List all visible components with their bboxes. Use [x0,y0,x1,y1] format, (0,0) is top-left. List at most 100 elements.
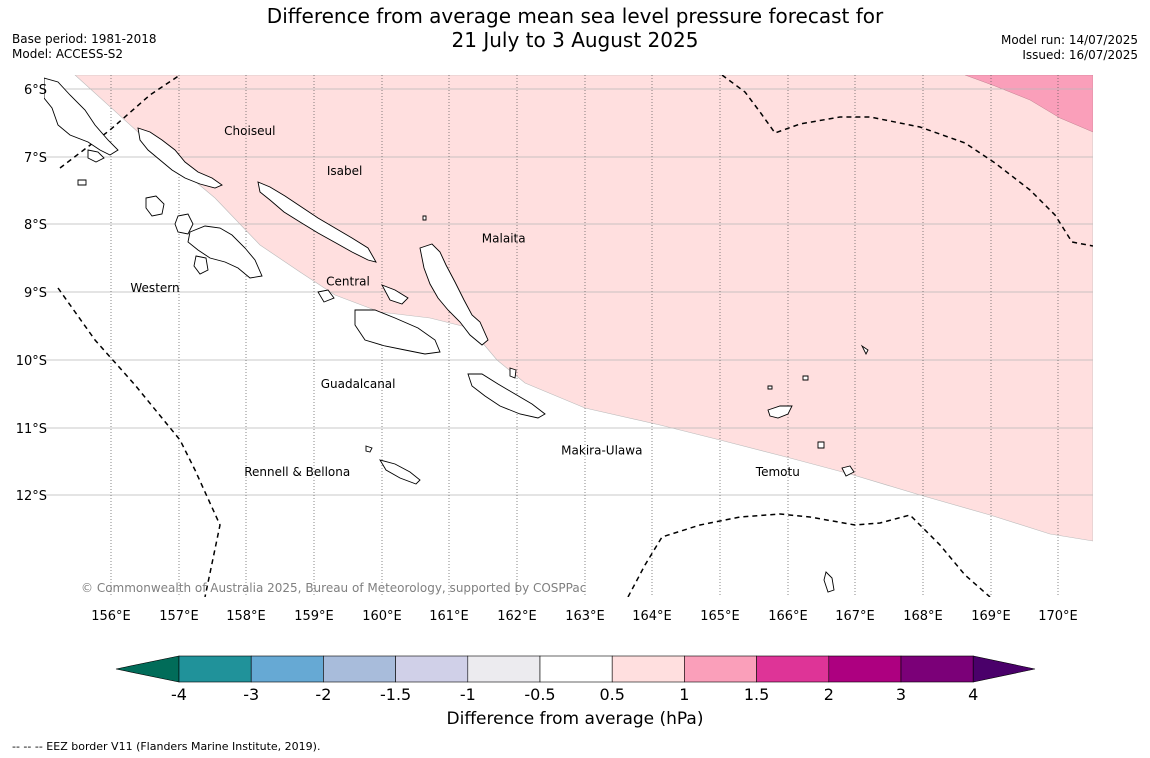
colorbar-tick-label: -4 [171,685,187,704]
lon-label: 156°E [91,609,131,624]
model-text: Model: ACCESS-S2 [12,47,124,61]
eez-border-north-west [59,75,181,169]
lon-label: 164°E [632,609,672,624]
colorbar-low-extend [115,655,180,683]
lon-label: 167°E [835,609,875,624]
colorbar-tick-label: -2 [315,685,331,704]
colorbar-segment [467,655,541,683]
island-santa-cruz [767,405,793,419]
colorbar-tick-label: -1.5 [380,685,411,704]
lon-label: 168°E [903,609,943,624]
place-label: Western [130,281,179,295]
island-buka [87,149,105,163]
colorbar-tick-label: 1 [679,685,689,704]
lat-labels: 6°S 7°S 8°S 9°S 10°S 11°S 12°S [16,83,47,504]
base-period-text: Base period: 1981-2018 [12,32,157,46]
place-label: Central [326,274,370,288]
anomaly-fill-0-5-to-1 [74,75,1093,542]
island-bellona [365,445,373,453]
lon-label: 158°E [226,609,266,624]
title-line-1: Difference from average mean sea level p… [266,4,884,28]
eez-note: -- -- -- EEZ border V11 (Flanders Marine… [12,740,321,753]
colorbar-segment [611,655,685,683]
eez-borders [57,75,1093,597]
colorbar-segment [900,655,974,683]
issued-text: Issued: 16/07/2025 [1022,48,1138,62]
place-label: Makira-Ulawa [561,444,642,458]
colorbar-tick-label: 0.5 [599,685,624,704]
lat-label: 12°S [16,489,47,504]
colorbar: -4 -3 -2 -1.5 -1 -0.5 0.5 1 1.5 2 3 4 [115,655,1036,704]
island-rennell [379,459,421,485]
island-vella-lavella [145,195,165,217]
place-label: Choiseul [224,124,275,138]
islands [44,77,869,593]
lat-label: 10°S [16,354,47,369]
island-malaita [419,243,489,346]
island-choiseul [137,127,223,189]
island-sikaiana [860,344,869,356]
island-rendova [193,255,209,275]
title-line-2: 21 July to 3 August 2025 [451,28,699,52]
lon-label: 159°E [294,609,334,624]
colorbar-tick-label: 1.5 [744,685,769,704]
model-run-text: Model run: 14/07/2025 [1000,33,1138,47]
copyright-text: © Commonwealth of Australia 2025, Bureau… [81,581,586,595]
place-label: Malaita [482,232,526,246]
place-label: Isabel [327,164,362,178]
island-florida [381,284,409,305]
island-utupua [817,441,825,449]
lat-label: 9°S [24,286,47,301]
place-labels: Choiseul Isabel Malaita Western Central Guada… [130,124,799,479]
colorbar-segment [395,655,469,683]
island-shortland [77,179,87,186]
island-anuta [823,571,835,593]
island-russell [317,289,335,303]
lat-gridlines [44,88,1093,496]
colorbar-high-extend [972,655,1036,683]
island-kolombangara [174,213,194,235]
map-area: © Commonwealth of Australia 2025, Bureau… [44,75,1093,597]
lon-label: 166°E [768,609,808,624]
lon-label: 162°E [497,609,537,624]
island-isabel [257,181,377,263]
island-ulawa [509,367,517,379]
island-new-georgia [187,225,263,279]
island-small-1 [422,215,427,221]
colorbar-tick-label: 3 [896,685,906,704]
lat-label: 7°S [24,151,47,166]
lon-label: 157°E [159,609,199,624]
meta-right: Model run: 14/07/2025 Issued: 16/07/2025 [1001,33,1138,63]
lon-label: 163°E [565,609,605,624]
colorbar-tick-label: 4 [968,685,978,704]
lon-label: 160°E [362,609,402,624]
colorbar-segment [178,655,252,683]
place-label: Guadalcanal [321,377,396,391]
lon-label: 169°E [971,609,1011,624]
colorbar-tick-label: -3 [243,685,259,704]
lat-label: 8°S [24,218,47,233]
colorbar-tick-label: 2 [824,685,834,704]
island-small-2 [767,385,773,390]
colorbar-tick-label: -1 [460,685,476,704]
island-vanikoro [841,465,855,477]
lon-label: 170°E [1038,609,1078,624]
colorbar-tick-label: -0.5 [524,685,555,704]
colorbar-label: Difference from average (hPa) [446,709,704,729]
lon-labels: 156°E 157°E 158°E 159°E 160°E 161°E 162°… [91,609,1078,624]
colorbar-segment [323,655,396,683]
eez-border-north-east [721,75,1093,247]
eez-border-south [627,513,991,597]
place-label: Rennell & Bellona [244,465,350,479]
lon-gridlines [110,75,1059,597]
colorbar-segment [756,655,830,683]
island-makira [467,373,546,419]
island-guadalcanal [354,309,441,355]
colorbar-segment [828,655,902,683]
lon-label: 161°E [429,609,469,624]
lat-label: 6°S [24,83,47,98]
colorbar-segment [250,655,324,683]
island-duff [802,375,809,381]
island-bougainville [44,77,119,156]
